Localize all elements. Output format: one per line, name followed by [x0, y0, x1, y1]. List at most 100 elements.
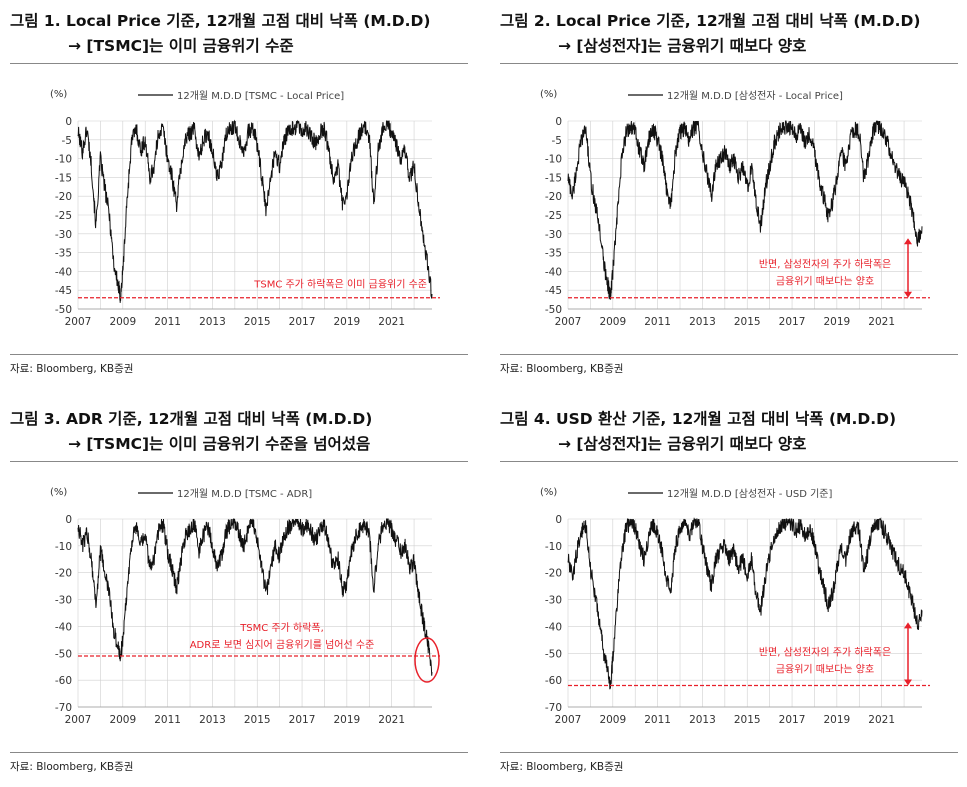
x-tick-label: 2017 [289, 316, 316, 328]
x-tick-label: 2009 [109, 714, 136, 726]
annotation-text: 금융위기 때보다는 양호 [776, 275, 874, 288]
legend-label: 12개월 M.D.D [TSMC - ADR] [177, 488, 312, 500]
y-tick-label: -20 [55, 568, 72, 580]
y-tick-label: -15 [55, 172, 72, 184]
chart-panel-3: 그림 3. ADR 기준, 12개월 고점 대비 낙폭 (M.D.D) → [T… [10, 398, 468, 787]
y-tick-label: -10 [55, 154, 72, 166]
x-tick-label: 2019 [823, 316, 850, 328]
x-tick-label: 2015 [734, 316, 761, 328]
x-tick-label: 2019 [823, 714, 850, 726]
y-tick-label: -10 [55, 541, 72, 553]
bottom-rule [500, 354, 958, 355]
x-tick-label: 2021 [378, 316, 405, 328]
x-tick-label: 2011 [154, 714, 181, 726]
x-tick-label: 2017 [779, 316, 806, 328]
y-tick-label: -35 [55, 248, 72, 260]
y-tick-label: -10 [545, 154, 562, 166]
panel-title: 그림 4. USD 환산 기준, 12개월 고점 대비 낙폭 (M.D.D) →… [500, 407, 958, 457]
x-tick-label: 2009 [599, 316, 626, 328]
y-tick-label: -50 [55, 304, 72, 316]
y-tick-label: -20 [545, 191, 562, 203]
y-tick-label: -60 [55, 675, 72, 687]
y-tick-label: -70 [545, 702, 562, 714]
x-tick-label: 2013 [199, 316, 226, 328]
x-tick-label: 2019 [333, 316, 360, 328]
annotation-text: TSMC 주가 하락폭, [239, 621, 324, 634]
bottom-rule [10, 354, 468, 355]
y-tick-label: -40 [55, 621, 72, 633]
panel-title: 그림 3. ADR 기준, 12개월 고점 대비 낙폭 (M.D.D) → [T… [10, 407, 468, 457]
y-tick-label: -25 [545, 210, 562, 222]
legend: 12개월 M.D.D [TSMC - ADR] [138, 488, 312, 500]
y-tick-label: -45 [545, 285, 562, 297]
y-tick-label: -40 [55, 266, 72, 278]
double-arrow [904, 622, 912, 686]
x-tick-label: 2011 [154, 316, 181, 328]
series-line [77, 518, 433, 676]
y-tick-label: -35 [545, 248, 562, 260]
panel-title-line2: → [삼성전자]는 금융위기 때보다 양호 [558, 435, 807, 453]
source-note: 자료: Bloomberg, KB증권 [500, 363, 624, 375]
series-line [77, 119, 433, 303]
top-rule [500, 461, 958, 462]
y-tick-label: -40 [545, 621, 562, 633]
y-tick-label: 0 [65, 116, 72, 128]
y-tick-label: 0 [555, 514, 562, 526]
series-line [567, 517, 923, 690]
y-tick-label: -50 [545, 648, 562, 660]
bottom-rule [500, 752, 958, 753]
annotation-text: 금융위기 때보다는 양호 [776, 663, 874, 676]
x-tick-label: 2013 [689, 316, 716, 328]
panel-title: 그림 1. Local Price 기준, 12개월 고점 대비 낙폭 (M.D… [10, 9, 468, 59]
y-tick-label: -45 [55, 285, 72, 297]
double-arrow [904, 238, 912, 298]
y-tick-label: -5 [552, 135, 562, 147]
panel-title-line2: → [TSMC]는 이미 금융위기 수준 [68, 37, 294, 55]
x-tick-label: 2013 [689, 714, 716, 726]
y-tick-label: -25 [55, 210, 72, 222]
panel-title-line1: 그림 3. ADR 기준, 12개월 고점 대비 낙폭 (M.D.D) [10, 410, 373, 428]
x-tick-label: 2015 [244, 714, 271, 726]
x-tick-label: 2021 [378, 714, 405, 726]
top-rule [10, 461, 468, 462]
y-tick-label: -15 [545, 172, 562, 184]
mdd-line-chart: (%) 12개월 M.D.D [TSMC - ADR] 0 -10 -20 -30 -40 -… [50, 487, 440, 726]
top-rule [500, 63, 958, 64]
y-tick-label: -30 [55, 595, 72, 607]
x-tick-label: 2007 [555, 714, 582, 726]
y-tick-label: -50 [55, 648, 72, 660]
x-tick-label: 2015 [734, 714, 761, 726]
highlight-circle [414, 637, 440, 683]
panel-title-line1: 그림 2. Local Price 기준, 12개월 고점 대비 낙폭 (M.D… [500, 12, 921, 30]
legend-label: 12개월 M.D.D [삼성전자 - USD 기준] [667, 488, 832, 500]
y-tick-label: -10 [545, 541, 562, 553]
y-tick-label: -50 [545, 304, 562, 316]
x-tick-label: 2007 [555, 316, 582, 328]
y-unit-label: (%) [50, 487, 67, 498]
y-unit-label: (%) [50, 89, 67, 100]
y-tick-label: 0 [555, 116, 562, 128]
y-unit-label: (%) [540, 487, 557, 498]
series-line [567, 120, 923, 300]
source-note: 자료: Bloomberg, KB증권 [10, 761, 134, 773]
annotation-text: 반면, 삼성전자의 주가 하락폭은 [759, 646, 891, 659]
y-tick-label: -70 [55, 702, 72, 714]
y-tick-label: -30 [545, 595, 562, 607]
legend-label: 12개월 M.D.D [TSMC - Local Price] [177, 90, 344, 102]
source-note: 자료: Bloomberg, KB증권 [10, 363, 134, 375]
y-tick-label: -30 [55, 229, 72, 241]
x-tick-label: 2021 [868, 714, 895, 726]
x-tick-label: 2011 [644, 714, 671, 726]
y-unit-label: (%) [540, 89, 557, 100]
y-tick-label: -20 [545, 568, 562, 580]
x-tick-label: 2007 [65, 714, 92, 726]
y-tick-label: -60 [545, 675, 562, 687]
annotation-text: ADR로 보면 심지어 금융위기를 넘어선 수준 [190, 638, 375, 651]
mdd-line-chart: (%) 12개월 M.D.D [삼성전자 - USD 기준] 0 -10 -20 -30 -… [540, 487, 930, 726]
legend: 12개월 M.D.D [TSMC - Local Price] [138, 90, 344, 102]
y-tick-label: -20 [55, 191, 72, 203]
panel-title-line2: → [삼성전자]는 금융위기 때보다 양호 [558, 37, 807, 55]
chart-panel-2: 그림 2. Local Price 기준, 12개월 고점 대비 낙폭 (M.D… [500, 0, 958, 389]
x-tick-label: 2013 [199, 714, 226, 726]
mdd-line-chart: (%) 12개월 M.D.D [삼성전자 - Local Price] 0 -5 -10… [540, 89, 930, 328]
